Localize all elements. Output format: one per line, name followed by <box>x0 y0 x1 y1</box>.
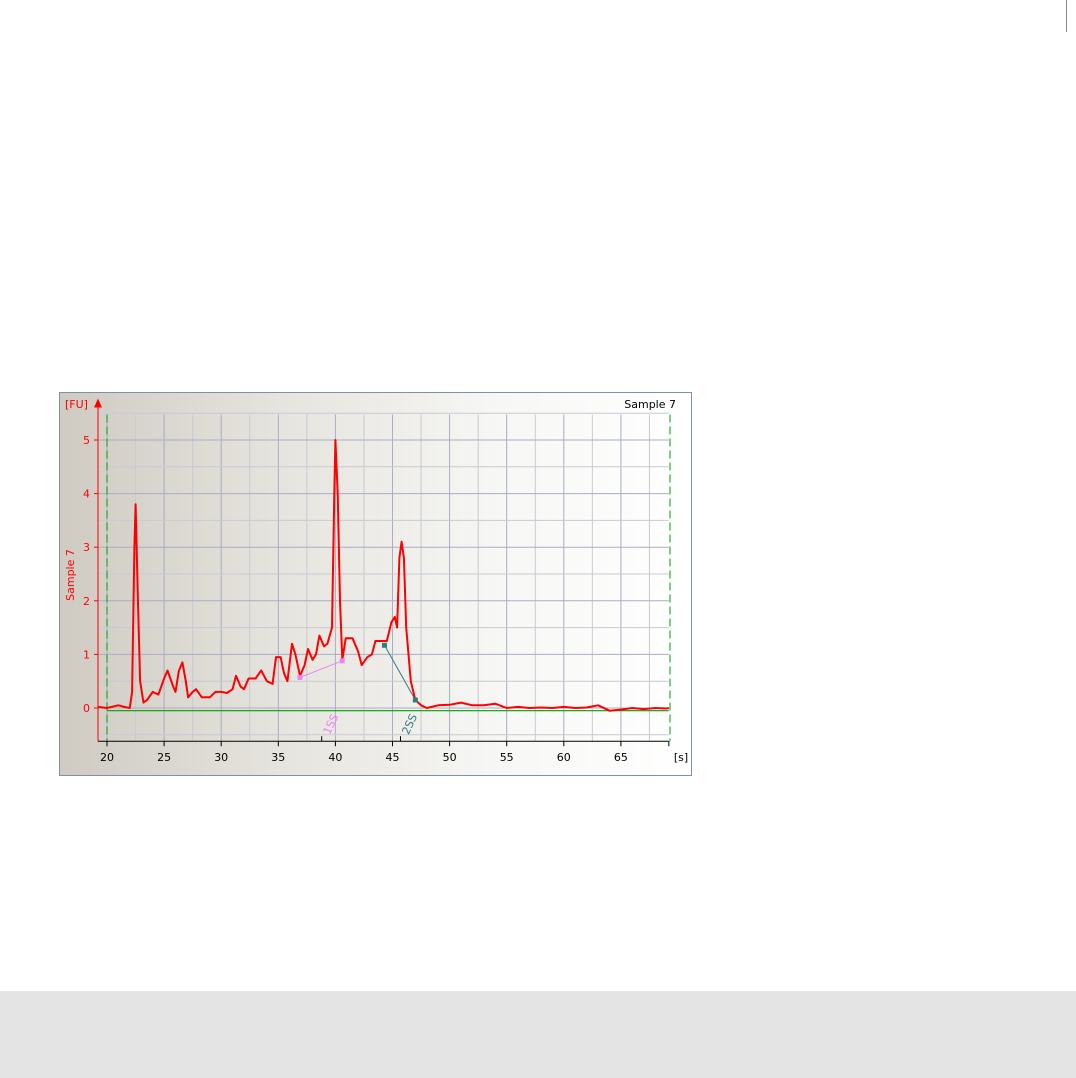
x-tick-label: 50 <box>443 751 457 764</box>
x-tick-label: 25 <box>157 751 171 764</box>
region-label: 2SS <box>399 712 420 737</box>
y-tick-label: 4 <box>83 488 90 501</box>
x-tick-label: 40 <box>328 751 342 764</box>
region-end-marker <box>412 697 418 703</box>
y-tick-label: 0 <box>83 702 90 715</box>
y-axis-label: Sample 7 <box>64 549 77 601</box>
x-tick-label: 45 <box>386 751 400 764</box>
x-tick-label: 60 <box>557 751 571 764</box>
trace <box>97 439 670 712</box>
x-axis-label: [s] <box>674 751 688 764</box>
region-start-marker <box>297 674 303 680</box>
chart-title: Sample 7 <box>624 398 676 411</box>
x-tick-label: 35 <box>271 751 285 764</box>
y-axis-arrow <box>94 398 102 408</box>
x-tick-label: 65 <box>614 751 628 764</box>
region-label: 1SS <box>321 712 342 737</box>
y-tick-label: 5 <box>83 434 90 447</box>
region-start-marker <box>382 642 388 648</box>
region-line <box>384 645 416 701</box>
y-tick-label: 2 <box>83 595 90 608</box>
region-end-marker <box>339 658 345 664</box>
x-tick-label: 20 <box>100 751 114 764</box>
x-tick-label: 30 <box>214 751 228 764</box>
y-unit-label: [FU] <box>65 398 88 411</box>
region-line <box>299 660 343 678</box>
grid <box>97 412 669 742</box>
divider-line <box>1066 0 1067 32</box>
y-tick-label: 1 <box>83 648 90 661</box>
footer-band <box>0 991 1076 1078</box>
x-tick-label: 55 <box>500 751 514 764</box>
time-markers <box>106 414 671 742</box>
signal-trace <box>97 439 670 712</box>
y-tick-label: 3 <box>83 541 90 554</box>
